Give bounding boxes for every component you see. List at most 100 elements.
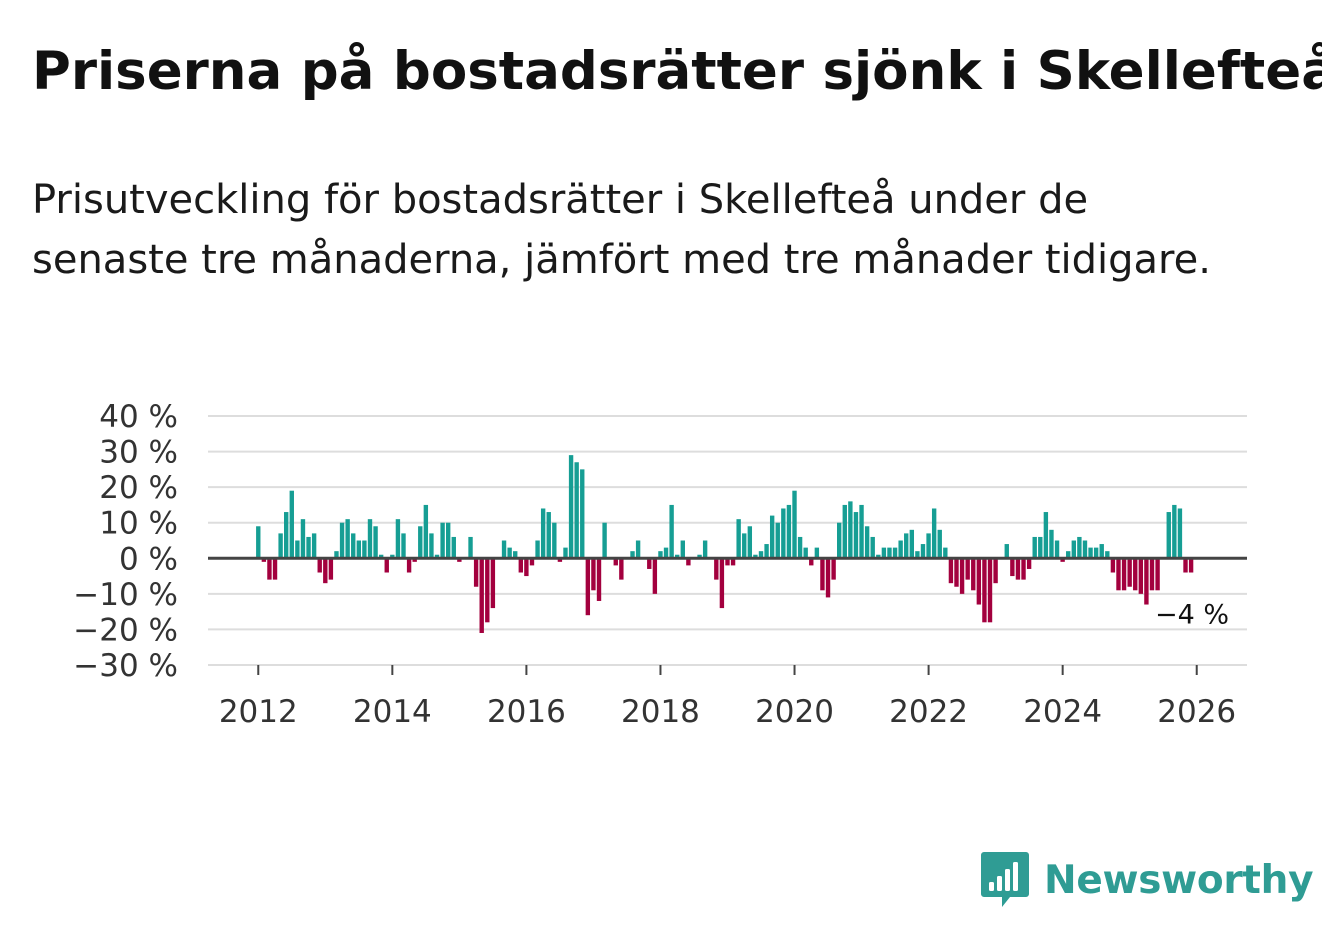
bar: [702, 540, 708, 559]
bar: [1183, 558, 1188, 573]
bar: [982, 558, 987, 623]
bar: [546, 512, 551, 559]
bar: [568, 455, 574, 559]
bar: [580, 469, 585, 559]
bar: [423, 504, 429, 559]
bar: [339, 522, 345, 559]
bar: [311, 533, 317, 559]
chart-title: Priserna på bostadsrätter sjönk i Skelle…: [32, 41, 1322, 102]
bar: [876, 554, 881, 559]
bar: [507, 547, 512, 559]
bar: [697, 554, 702, 559]
bar: [518, 558, 523, 573]
x-tick-label: 2016: [487, 694, 566, 730]
bar: [730, 558, 736, 566]
bar: [540, 508, 546, 559]
bar: [401, 533, 406, 559]
bar: [473, 558, 479, 587]
y-tick-label: 20 %: [99, 470, 178, 506]
bar: [490, 558, 496, 609]
x-tick-label: 2018: [621, 694, 700, 730]
bar: [959, 558, 965, 594]
bar: [786, 504, 792, 559]
bar: [445, 522, 451, 559]
bar: [719, 558, 725, 609]
bar: [647, 558, 652, 569]
bar: [501, 540, 507, 559]
y-tick-label: −10 %: [73, 577, 178, 613]
x-tick-label: 2022: [889, 694, 968, 730]
bar: [898, 540, 903, 559]
x-tick-label: 2026: [1157, 694, 1236, 730]
brand-name: Newsworthy: [1044, 857, 1314, 903]
bar: [295, 540, 300, 559]
bar: [585, 558, 591, 616]
bar: [652, 558, 658, 594]
bar: [853, 512, 859, 559]
bar: [334, 551, 339, 559]
last-value-label: −4 %: [1155, 600, 1229, 631]
bar: [993, 558, 998, 584]
bar: [378, 554, 384, 559]
bar: [1021, 558, 1026, 580]
bar: [574, 462, 579, 559]
bar: [468, 536, 473, 559]
bar: [764, 544, 769, 559]
bar: [619, 558, 624, 580]
bar: [1071, 540, 1076, 559]
y-tick-label: 40 %: [99, 399, 178, 435]
bar: [831, 558, 836, 580]
bar: [954, 558, 959, 587]
bar: [451, 536, 456, 559]
bar: [915, 551, 920, 559]
y-axis: 40 %30 %20 %10 %0 %−10 %−20 %−30 %: [73, 399, 178, 684]
bar: [753, 554, 758, 559]
bar: [814, 547, 820, 559]
bar: [1110, 558, 1116, 573]
bar: [362, 540, 367, 559]
bar: [630, 551, 635, 559]
bar: [552, 522, 557, 559]
bar: [848, 501, 853, 559]
bar: [513, 551, 518, 559]
bar: [1172, 504, 1177, 559]
bar: [1166, 512, 1171, 559]
bar: [1082, 540, 1088, 559]
bar: [775, 522, 780, 559]
bars: [256, 455, 1194, 633]
bar: [792, 490, 797, 559]
bar: [356, 540, 362, 559]
bar: [669, 504, 674, 559]
bar: [809, 558, 814, 566]
bar: [306, 536, 311, 559]
bar: [635, 540, 641, 559]
bar: [289, 490, 294, 559]
bar: [1043, 512, 1049, 559]
bar: [976, 558, 982, 605]
bar-chart: 40 %30 %20 %10 %0 %−10 %−20 %−30 % 2012 2…: [73, 399, 1247, 730]
bar: [1032, 536, 1037, 559]
y-tick-label: 0 %: [119, 541, 178, 577]
bar: [892, 547, 898, 559]
bar: [971, 558, 976, 591]
bar: [317, 558, 322, 573]
bar: [1054, 540, 1060, 559]
bar: [842, 504, 847, 559]
bar: [1133, 558, 1138, 591]
bar: [965, 558, 970, 580]
bar: [1099, 544, 1104, 559]
bar: [591, 558, 596, 591]
x-tick-label: 2020: [755, 694, 834, 730]
bar: [390, 554, 395, 559]
bar: [686, 558, 691, 566]
bar: [1026, 558, 1032, 569]
bar: [524, 558, 529, 577]
bar: [904, 533, 909, 559]
bar: [1138, 558, 1144, 594]
bar: [1049, 529, 1054, 559]
bar: [675, 554, 680, 559]
bar: [1004, 544, 1009, 559]
bar: [769, 515, 775, 559]
bar: [663, 547, 669, 559]
bar: [926, 533, 931, 559]
